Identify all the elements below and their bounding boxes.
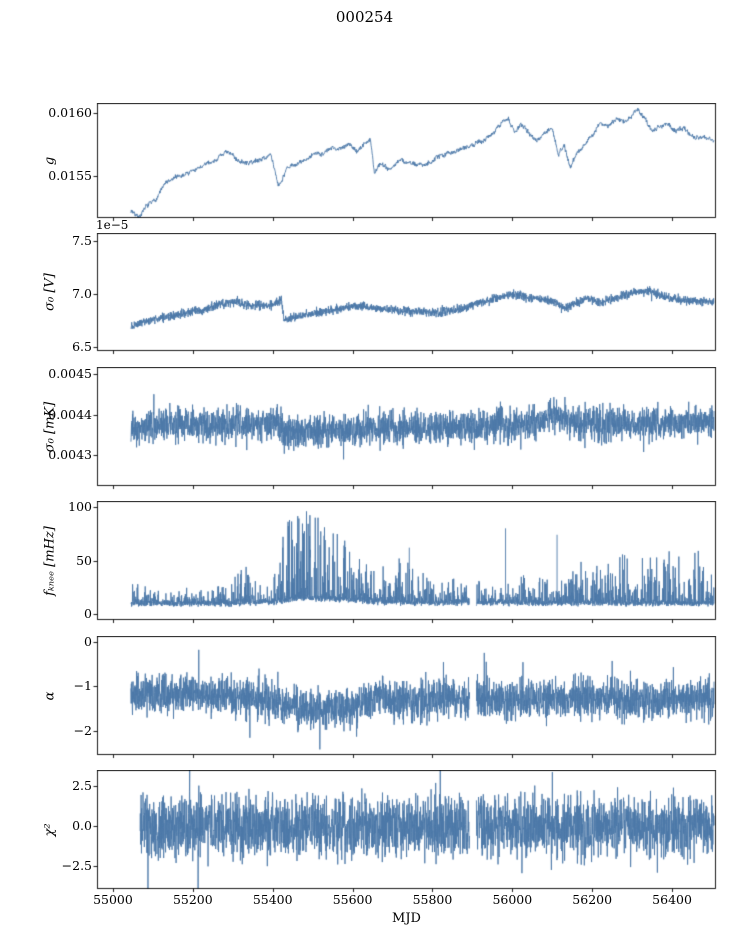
panel-fknee-plot — [0, 501, 729, 628]
y-tick-label: 0.0 — [72, 818, 92, 834]
y-tick-label: −2.5 — [61, 858, 92, 874]
y-tick-label: 0.0044 — [48, 406, 92, 422]
y-tick-label: 100 — [68, 498, 92, 514]
y-tick-label: 0.0155 — [48, 168, 92, 184]
x-tick-label: 55000 — [93, 892, 133, 907]
panel-chi2: χ² −2.5 0.0 2.5 — [0, 770, 729, 897]
panel-g-ylabel: g — [42, 156, 58, 165]
y-tick-label: 6.5 — [72, 339, 92, 355]
y-tick-label: 2.5 — [72, 778, 92, 794]
x-tick-label: 55200 — [172, 892, 213, 907]
figure-title: 000254 — [335, 8, 394, 26]
y-tick-label: 50 — [76, 552, 92, 568]
panel-alpha: α 0 −1 −2 — [0, 633, 729, 763]
x-axis-label: MJD — [392, 911, 421, 926]
x-tick-label: 55800 — [412, 892, 453, 907]
y-tick-label: 0.0045 — [48, 366, 92, 382]
y-tick-label: 7.5 — [72, 232, 92, 248]
y-tick-label: 0.0160 — [48, 104, 92, 120]
y-tick-label: 7.0 — [72, 286, 92, 302]
y-tick-label: 0.0043 — [48, 447, 92, 463]
panel-sigma0-mk: σ₀ [mK] 0.0043 0.0044 0.0045 — [0, 366, 729, 494]
panel-g: g 0.0155 0.0160 — [0, 103, 729, 226]
x-tick-label: 56000 — [492, 892, 533, 907]
panel-sigma0-v-plot — [0, 233, 729, 359]
panel-alpha-plot — [0, 636, 729, 763]
x-tick-label: 55400 — [252, 892, 293, 907]
y-tick-label: −1 — [73, 678, 92, 694]
panel-sigma0-v: σ₀ [V] 6.5 7.0 7.5 — [0, 232, 729, 359]
x-tick-label: 56200 — [572, 892, 613, 907]
y-tick-label: 0 — [84, 633, 92, 649]
panel-g-plot — [0, 103, 729, 226]
y-axis-offset-text: 1e−5 — [96, 218, 129, 232]
y-tick-label: −2 — [73, 722, 92, 738]
x-axis-tick-labels: 55000 55200 55400 55600 55800 56000 56200 56400 — [0, 892, 729, 908]
panel-fknee: fₖₙₑₑ [mHz] 0 50 100 — [0, 498, 729, 628]
panel-chi2-plot — [0, 770, 729, 897]
x-tick-label: 56400 — [652, 892, 692, 907]
panel-sigma0-mk-plot — [0, 367, 729, 494]
y-tick-label: 0 — [84, 606, 92, 622]
x-tick-label: 55600 — [332, 892, 373, 907]
